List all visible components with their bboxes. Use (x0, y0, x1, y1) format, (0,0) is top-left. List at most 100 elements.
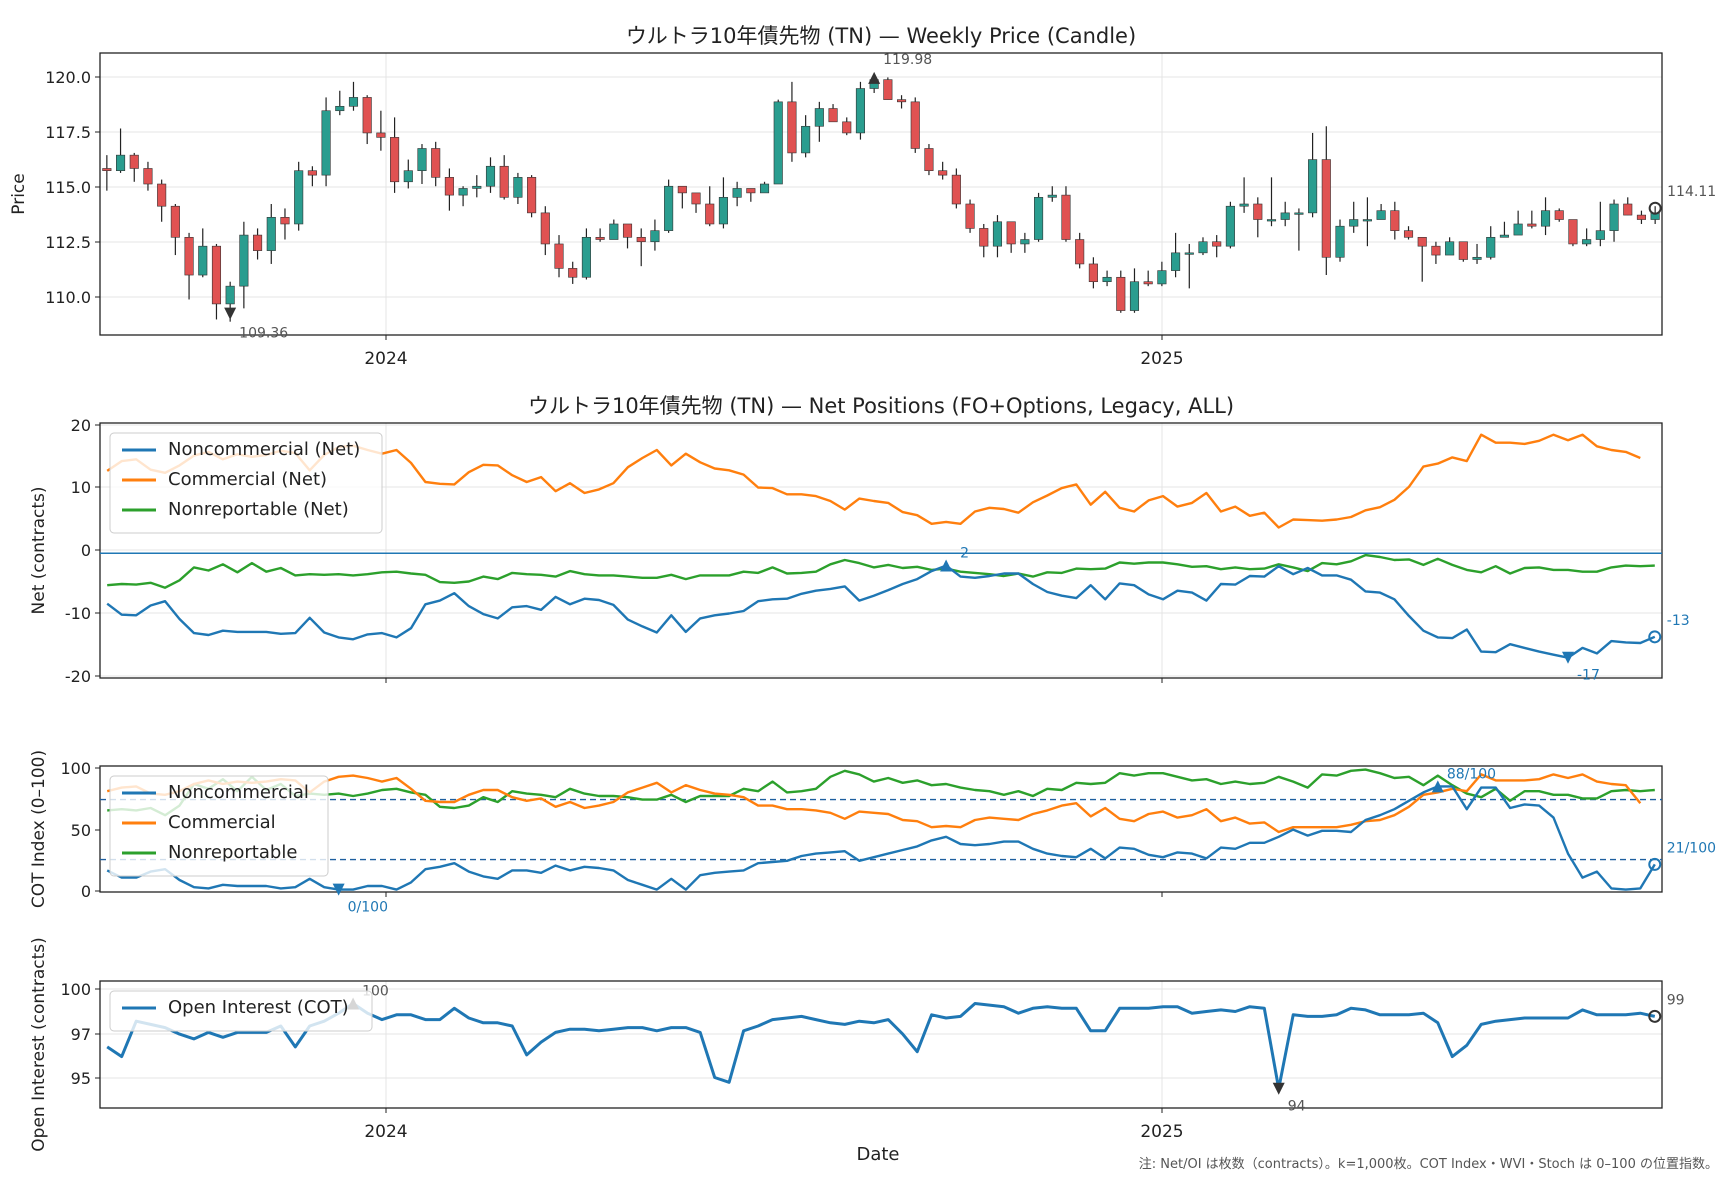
candle-body (472, 185, 482, 189)
candle-body (705, 203, 715, 225)
legend: Open Interest (COT) (109, 990, 373, 1032)
candle-body (1171, 252, 1181, 271)
candle-body (1636, 214, 1646, 220)
candle-body (1075, 239, 1085, 265)
candle-body (1403, 230, 1414, 238)
candle-body (1006, 221, 1016, 245)
candle-body (211, 245, 222, 305)
candle-body (650, 230, 660, 243)
panel-2: -20 -10 0 10 20 ウルトラ10年債先物 (TN) — Net Positio… (29, 394, 1690, 686)
candle-body (527, 177, 537, 214)
candle-body (157, 183, 167, 207)
min-marker (332, 883, 345, 896)
candle-body (1239, 203, 1249, 207)
candle-body (1417, 236, 1427, 247)
max-marker (940, 559, 953, 572)
candle-body (1609, 203, 1619, 231)
min-annotation: 0/100 (348, 900, 388, 916)
y-tick-label: 0 (81, 882, 91, 901)
candle-body (540, 212, 550, 245)
axes-frame (99, 765, 1663, 893)
candle-body (1582, 239, 1592, 245)
min-marker (1272, 1082, 1285, 1095)
candle-body (1513, 223, 1523, 236)
candle-body (855, 88, 865, 134)
candle-body (1116, 276, 1126, 311)
legend: Noncommercial (Net) Commercial (Net) Nonre… (109, 432, 383, 534)
series-line-3 (107, 553, 1655, 589)
candle-body (718, 197, 728, 225)
candle-body (513, 177, 523, 198)
min-annotation: 109.36 (239, 326, 288, 342)
candle-body (1102, 276, 1112, 283)
max-marker (1431, 780, 1444, 793)
candle-body (732, 188, 742, 198)
y-tick-label: 50 (71, 821, 91, 840)
candle-body (636, 236, 646, 243)
min-annotation: 94 (1288, 1099, 1306, 1115)
panel-1: 110.0 112.5 115.0 117.5 120.0 2024 2025 ウルトラ10年… (9, 24, 1716, 369)
candle-body (924, 148, 934, 171)
candle-body (554, 243, 564, 269)
candle-body (787, 101, 797, 154)
candle-body (1212, 241, 1222, 247)
candle-body (1088, 263, 1098, 283)
legend-box (109, 990, 373, 1032)
candle-body (897, 99, 907, 103)
legend-label: Noncommercial (168, 782, 309, 803)
candle-body (1198, 241, 1208, 254)
candle-body (568, 268, 578, 278)
max-marker (868, 71, 881, 84)
panel-4: 95 97 100 2024 2025 Open Interest (contracts)… (29, 937, 1685, 1151)
legend-label: Nonreportable (168, 842, 297, 863)
candle-body (239, 234, 249, 287)
series-line-1 (106, 564, 1656, 659)
candle-body (485, 165, 496, 187)
y-axis-label: Net (contracts) (29, 487, 49, 615)
candle-body (1143, 281, 1153, 285)
series-line-2 (106, 773, 1642, 834)
candle-body (1321, 159, 1331, 258)
y-tick-label: 10 (71, 478, 91, 497)
y-tick-label: 112.5 (45, 233, 91, 252)
candle-body (499, 165, 509, 198)
candle-body (1335, 225, 1345, 258)
candle-body (910, 101, 920, 149)
candle-body (390, 137, 400, 183)
axes-frame (99, 980, 1663, 1109)
candle-body (1157, 270, 1167, 285)
y-tick-label: -10 (65, 604, 91, 623)
axes-frame (99, 52, 1663, 336)
legend-label: Nonreportable (Net) (168, 499, 349, 520)
last-annotation: 21/100 (1667, 840, 1716, 856)
x-tick-label: 2024 (364, 1122, 407, 1142)
candle-body (1266, 219, 1277, 222)
candle-body (1431, 245, 1441, 256)
candle-body (622, 223, 633, 238)
candle-body (938, 170, 948, 176)
candle-body (677, 185, 687, 194)
candle-body (102, 168, 112, 171)
y-tick-label: 115.0 (45, 178, 91, 197)
candle-body (266, 217, 276, 251)
candle-body (1472, 256, 1482, 260)
candle-body (1034, 197, 1044, 240)
candle-body (253, 234, 263, 251)
candle-body (170, 205, 180, 238)
y-tick-label: 117.5 (45, 123, 91, 142)
candle-body (883, 79, 893, 100)
series-line-1 (106, 785, 1656, 891)
y-tick-label: 100 (60, 759, 91, 778)
candle-body (1253, 203, 1263, 220)
candle-body (801, 125, 811, 154)
candle-body (1554, 210, 1564, 220)
candle-body (184, 236, 194, 276)
candle-body (417, 148, 427, 171)
y-tick-label: 0 (81, 541, 91, 560)
candle-body (746, 188, 756, 194)
legend-box (109, 432, 383, 534)
y-axis-label: Open Interest (contracts) (29, 937, 49, 1151)
candle-body (403, 170, 413, 183)
candle-body (1129, 281, 1140, 311)
